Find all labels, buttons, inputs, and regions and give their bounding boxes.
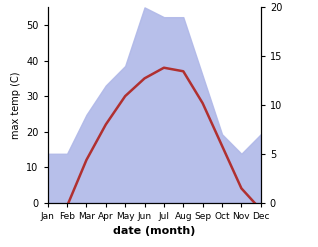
Y-axis label: max temp (C): max temp (C) <box>11 71 21 139</box>
X-axis label: date (month): date (month) <box>113 226 196 236</box>
